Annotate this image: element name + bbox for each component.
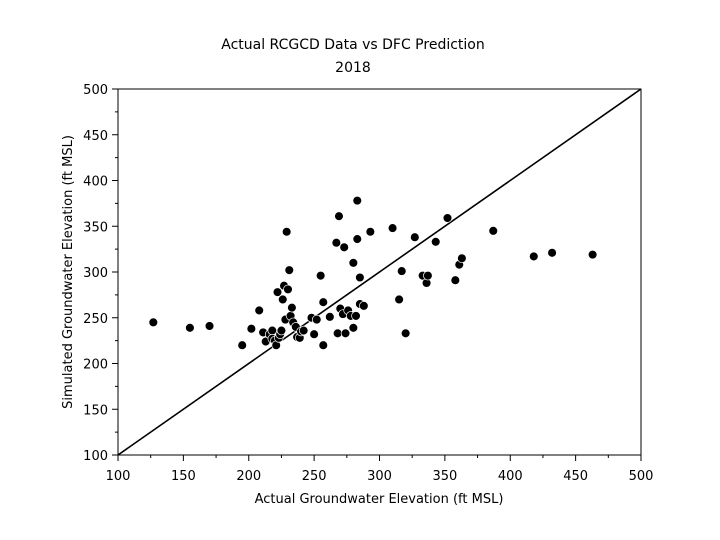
x-axis-label: Actual Groundwater Elevation (ft MSL) (255, 492, 504, 507)
data-point (272, 287, 283, 297)
data-point (331, 237, 342, 248)
data-point (352, 234, 363, 244)
data-point (352, 195, 363, 206)
y-tick-label: 100 (83, 449, 108, 464)
data-point (204, 321, 215, 331)
data-point (287, 302, 297, 313)
data-point (394, 294, 404, 305)
x-tick-label: 500 (629, 469, 654, 484)
chart-subtitle: 2018 (335, 60, 371, 76)
data-point (587, 249, 598, 260)
data-point (283, 284, 293, 295)
y-tick-label: 350 (83, 220, 108, 235)
data-point (334, 211, 344, 221)
data-point (430, 237, 441, 247)
data-point (246, 323, 257, 334)
data-point (400, 328, 411, 339)
data-point (185, 323, 195, 333)
y-tick-label: 500 (83, 83, 108, 98)
data-point (148, 317, 159, 328)
y-tick-label: 450 (83, 129, 108, 144)
data-point (309, 329, 319, 339)
data-point (355, 272, 365, 283)
data-point (410, 232, 420, 242)
data-point (277, 294, 288, 305)
x-tick-label: 250 (302, 469, 327, 484)
data-point (547, 248, 557, 258)
data-point (529, 251, 539, 262)
data-point (348, 323, 359, 333)
x-tick-label: 450 (563, 469, 588, 484)
data-point (387, 223, 398, 233)
data-point (281, 226, 292, 237)
x-tick-label: 200 (236, 469, 261, 484)
data-point (450, 275, 461, 285)
y-axis-label: Simulated Groundwater Elevation (ft MSL) (61, 135, 76, 409)
data-point (339, 242, 349, 253)
data-point (284, 265, 295, 275)
data-point (348, 258, 359, 268)
data-point (442, 213, 453, 223)
data-point (340, 328, 351, 339)
data-point (488, 226, 499, 236)
data-point (318, 340, 329, 350)
one-to-one-line (117, 88, 642, 456)
data-point (298, 325, 309, 336)
chart-title: Actual RCGCD Data vs DFC Prediction (221, 37, 484, 53)
x-tick-label: 400 (498, 469, 523, 484)
x-tick-label: 300 (367, 469, 392, 484)
data-point (457, 253, 467, 264)
data-point (318, 297, 329, 307)
data-point (254, 305, 264, 316)
y-tick-label: 250 (83, 312, 108, 327)
data-point (365, 226, 376, 237)
data-point (423, 270, 433, 281)
x-tick-label: 350 (432, 469, 457, 484)
data-point (276, 325, 287, 336)
y-tick-label: 150 (83, 403, 108, 418)
data-point (311, 314, 322, 325)
data-point (359, 301, 369, 311)
data-point (351, 311, 361, 321)
y-tick-label: 200 (83, 358, 108, 373)
data-point (315, 270, 326, 281)
y-tick-label: 300 (83, 266, 108, 281)
data-point (396, 266, 407, 276)
data-point (332, 328, 343, 339)
data-point (325, 312, 335, 322)
x-tick-label: 150 (171, 469, 196, 484)
y-tick-label: 400 (83, 175, 108, 190)
data-point (267, 325, 278, 336)
data-point (237, 340, 247, 350)
x-tick-label: 100 (106, 469, 131, 484)
